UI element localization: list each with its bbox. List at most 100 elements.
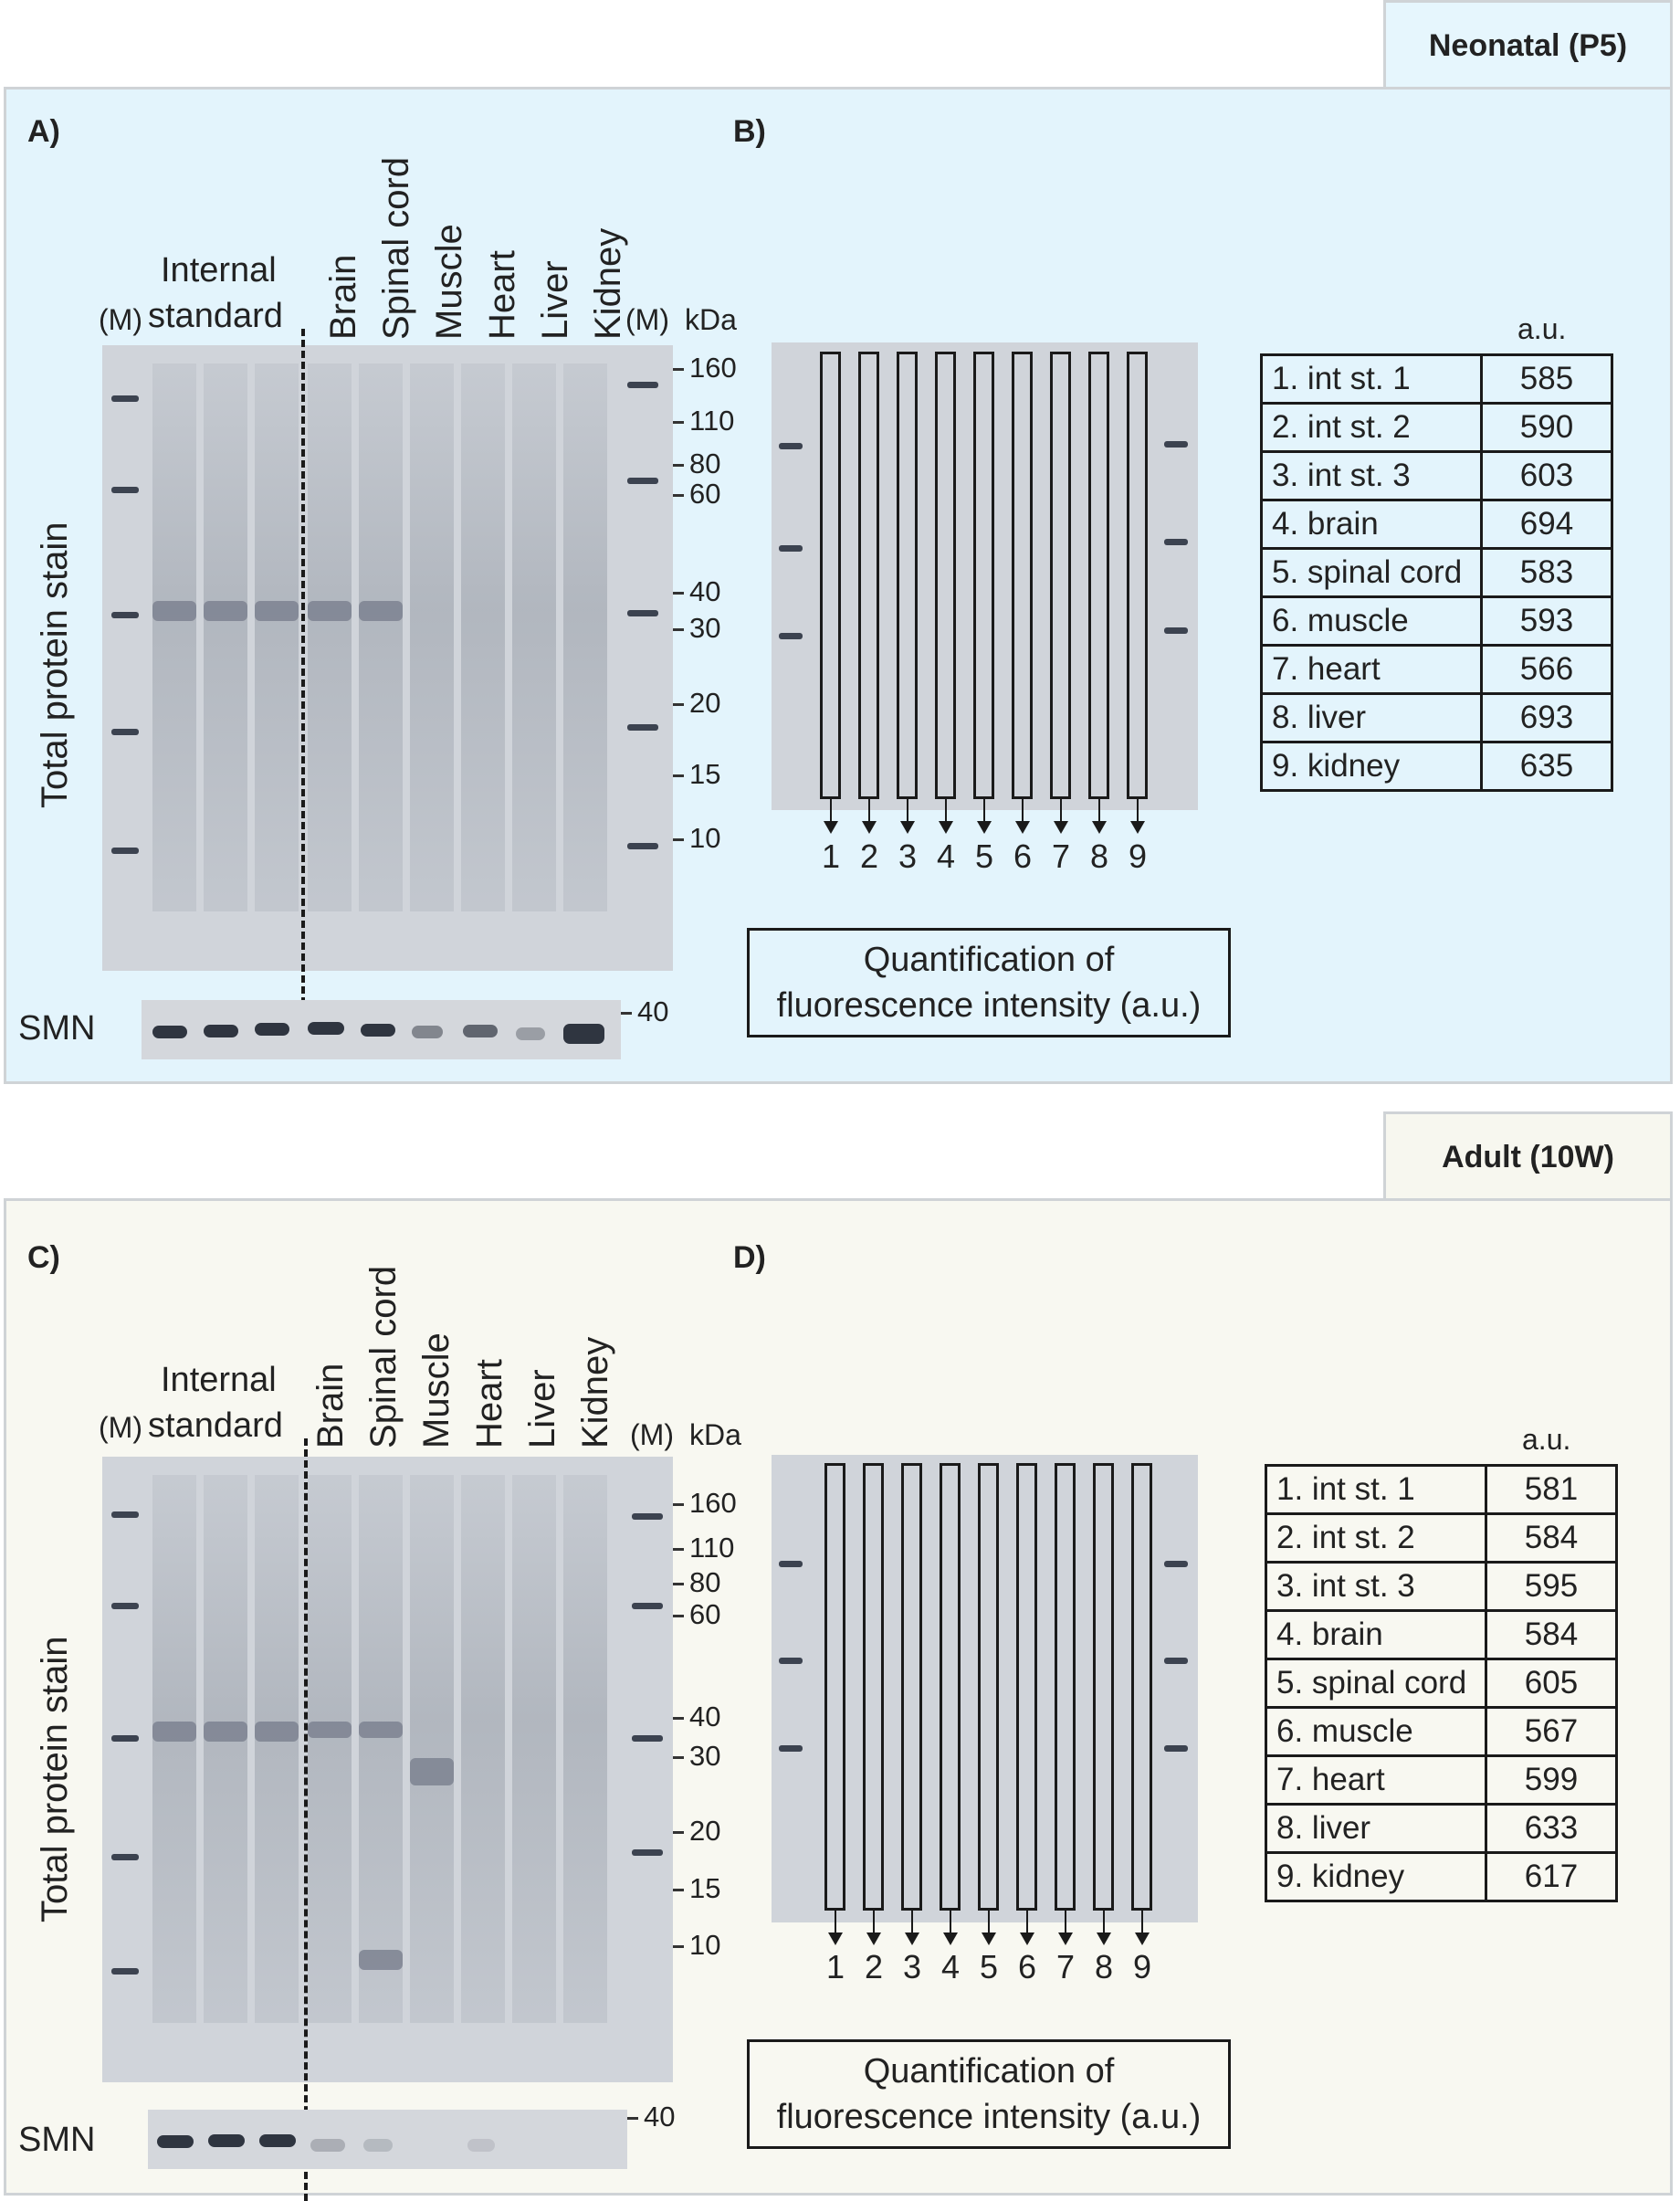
tissue-label-brain: Brain — [310, 1363, 351, 1448]
table-row: 2. int st. 2 584 — [1265, 1512, 1618, 1564]
marker-band — [111, 395, 139, 402]
panel-d-label: D) — [733, 1240, 766, 1275]
quant-label-line2: fluorescence intensity (a.u.) — [776, 986, 1202, 1025]
total-protein-gel — [102, 345, 673, 971]
lane-number: 5 — [974, 837, 994, 875]
marker-band — [111, 1735, 139, 1742]
lane-number: 3 — [898, 837, 918, 875]
marker-band — [779, 633, 803, 639]
table-row: 5. spinal cord 583 — [1260, 547, 1613, 598]
quantification-gel — [772, 1455, 1198, 1922]
marker-band — [111, 1511, 139, 1518]
internal-standard-line2: standard — [148, 297, 283, 335]
table-row: 3. int st. 3 595 — [1265, 1561, 1618, 1612]
lane-number: 4 — [940, 1948, 961, 1985]
marker-band — [627, 478, 658, 484]
smn-blot — [148, 2110, 627, 2169]
kda-marker: 110 — [673, 405, 734, 437]
kda-marker: 160 — [673, 1487, 737, 1520]
table-row: 8. liver 633 — [1265, 1803, 1618, 1854]
smn-label: SMN — [18, 1009, 96, 1048]
lane-separator — [301, 329, 305, 1059]
tissue-label-heart: Heart — [482, 250, 522, 340]
lane-box-1 — [820, 352, 841, 799]
lane-box-4 — [935, 352, 956, 799]
marker-band — [627, 724, 658, 731]
lane-box-6 — [1012, 352, 1033, 799]
lane-box-3 — [901, 1463, 922, 1911]
lane-number: 2 — [864, 1948, 884, 1985]
lane-number: 6 — [1017, 1948, 1037, 1985]
lane-box-7 — [1055, 1463, 1076, 1911]
lane-box-2 — [858, 352, 879, 799]
panel-a-label: A) — [27, 114, 60, 149]
quant-label-line1: Quantification of — [863, 941, 1115, 979]
table-row: 9. kidney 617 — [1265, 1851, 1618, 1902]
lane-number: 8 — [1094, 1948, 1114, 1985]
marker-band — [1164, 1658, 1188, 1664]
kda-marker: 15 — [673, 758, 720, 791]
internal-standard-line2: standard — [148, 1406, 283, 1445]
lane-number: 9 — [1132, 1948, 1152, 1985]
marker-band — [779, 1561, 803, 1567]
kda-marker: 30 — [673, 612, 720, 645]
marker-band — [779, 443, 803, 449]
lane-number: 7 — [1051, 837, 1071, 875]
lane-box-5 — [978, 1463, 999, 1911]
panel-c-label: C) — [27, 1240, 60, 1275]
kda-marker: 40 — [673, 1701, 720, 1733]
table-row: 8. liver 693 — [1260, 692, 1613, 743]
smn-kda-marker: 40 — [621, 995, 668, 1028]
lane-box-3 — [897, 352, 918, 799]
lane-number: 7 — [1055, 1948, 1076, 1985]
lane-number: 5 — [979, 1948, 999, 1985]
lane-box-9 — [1131, 1463, 1152, 1911]
marker-band — [632, 1849, 663, 1856]
quant-label-line1: Quantification of — [863, 2052, 1115, 2090]
kda-marker: 80 — [673, 1566, 720, 1599]
tissue-label-muscle: Muscle — [416, 1332, 457, 1448]
lane-box-6 — [1016, 1463, 1037, 1911]
total-protein-gel — [102, 1457, 673, 2082]
lane-number: 3 — [902, 1948, 922, 1985]
marker-band — [627, 610, 658, 616]
smn-blot — [142, 1000, 621, 1059]
lane-number: 1 — [825, 1948, 845, 1985]
kda-label: kDa — [689, 1418, 741, 1451]
lane-number: 1 — [821, 837, 841, 875]
lane-number: 4 — [936, 837, 956, 875]
table-row: 6. muscle 567 — [1265, 1706, 1618, 1757]
kda-marker: 160 — [673, 352, 737, 384]
smn-kda-marker: 40 — [627, 2101, 675, 2133]
kda-marker: 20 — [673, 687, 720, 720]
table-row: 2. int st. 2 590 — [1260, 402, 1613, 453]
marker-band — [779, 1745, 803, 1752]
internal-standard-line1: Internal — [161, 1361, 277, 1399]
lane-box-9 — [1127, 352, 1148, 799]
lane-box-8 — [1088, 352, 1109, 799]
marker-label-left: (M) — [99, 1411, 142, 1444]
marker-band — [111, 1968, 139, 1975]
quant-label-line2: fluorescence intensity (a.u.) — [776, 2098, 1202, 2136]
marker-band — [111, 1854, 139, 1860]
intensity-table: 1. int st. 1 581 2. int st. 2 584 3. int s… — [1265, 1464, 1618, 1902]
table-row: 7. heart 599 — [1265, 1754, 1618, 1806]
lane-box-1 — [824, 1463, 845, 1911]
tissue-label-brain: Brain — [323, 254, 363, 340]
au-header: a.u. — [1517, 312, 1567, 345]
tissue-label-kidney: Kidney — [588, 227, 628, 340]
lane-number: 9 — [1128, 837, 1148, 875]
au-header: a.u. — [1522, 1423, 1571, 1456]
tissue-label-liver: Liver — [522, 1369, 562, 1448]
marker-band — [111, 487, 139, 493]
tissue-label-spinal-cord: Spinal cord — [376, 156, 416, 340]
lane-separator — [304, 1438, 308, 2201]
quantification-label-box: Quantification of fluorescence intensity… — [747, 2039, 1231, 2149]
marker-band — [1164, 441, 1188, 448]
kda-label: kDa — [685, 303, 737, 336]
marker-band — [632, 1735, 663, 1742]
table-row: 3. int st. 3 603 — [1260, 450, 1613, 501]
smn-label: SMN — [18, 2121, 96, 2159]
neonatal-tag: Neonatal (P5) — [1383, 0, 1673, 89]
marker-band — [627, 843, 658, 849]
